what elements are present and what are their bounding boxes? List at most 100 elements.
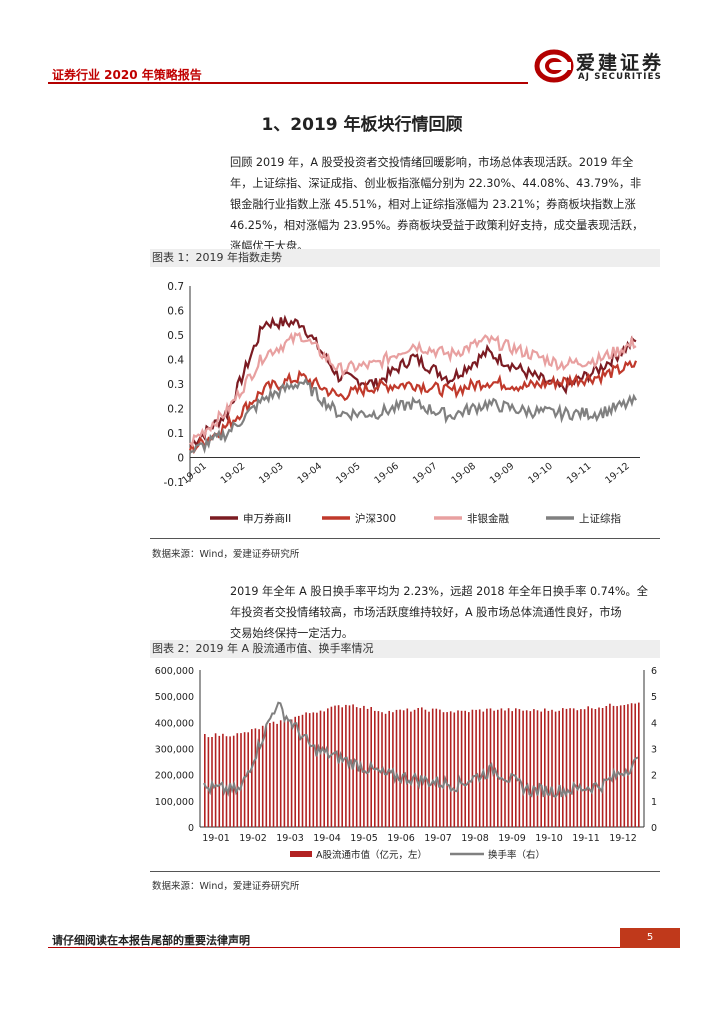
y-tick-label: 0.3 <box>167 379 184 391</box>
paragraph-2: 2019 年全年 A 股日换手率平均为 2.23%，远超 2018 年全年日换手… <box>230 581 660 644</box>
market-cap-bar <box>294 716 296 827</box>
market-cap-bar <box>214 733 217 827</box>
market-cap-bar <box>500 708 503 827</box>
legend-label: 换手率（右） <box>488 849 545 861</box>
market-cap-bar <box>276 723 278 827</box>
market-cap-bar <box>634 703 636 827</box>
market-cap-bar <box>435 708 438 827</box>
paragraph-line: 46.25%，相对涨幅为 23.95%。券商板块受益于政策利好支持，成交量表现活… <box>230 219 644 232</box>
market-cap-bar <box>576 710 579 827</box>
market-cap-bar <box>424 709 427 827</box>
x-tick-label: 19-10 <box>535 833 563 844</box>
market-cap-bar <box>489 708 492 827</box>
right-tick-label: 6 <box>651 666 657 677</box>
x-tick-label: 19-01 <box>202 833 230 844</box>
market-cap-bar <box>229 736 231 827</box>
market-cap-bar <box>540 711 542 827</box>
market-cap-bar <box>504 710 506 827</box>
left-tick-label: 400,000 <box>155 718 194 729</box>
logo-chinese-name: 爱建证券 <box>576 52 665 74</box>
market-cap-bar <box>446 712 448 827</box>
market-cap-bar <box>515 708 517 827</box>
legend-label: 非银金融 <box>467 512 509 525</box>
market-cap-bar <box>533 709 535 827</box>
market-cap-bar <box>337 705 340 827</box>
market-cap-bar <box>247 732 249 827</box>
legend-label: A股流通市值（亿元，左） <box>316 849 427 861</box>
market-cap-bar <box>301 714 304 827</box>
market-cap-bar <box>222 733 224 827</box>
x-tick-label: 19-03 <box>257 461 286 487</box>
market-cap-bar <box>623 705 626 827</box>
market-cap-bar <box>605 706 608 827</box>
x-tick-label: 19-04 <box>296 461 325 487</box>
x-tick-label: 19-06 <box>373 461 402 487</box>
market-cap-bar <box>207 737 210 827</box>
legend-label: 沪深300 <box>355 512 396 525</box>
market-cap-bar <box>323 711 325 827</box>
right-tick-label: 4 <box>651 718 657 729</box>
y-tick-label: 0.2 <box>167 404 184 416</box>
market-cap-bar <box>254 728 257 827</box>
figure-2-bottom-rule <box>150 871 660 872</box>
logo-english-name: AJ SECURITIES <box>578 72 662 82</box>
market-cap-bar <box>558 710 560 827</box>
market-cap-bar <box>225 736 228 827</box>
market-cap-bar <box>464 710 466 827</box>
market-cap-bar <box>580 709 582 827</box>
market-cap-bar <box>370 707 372 827</box>
x-tick-label: 19-08 <box>461 833 489 844</box>
x-tick-label: 19-06 <box>387 833 415 844</box>
series-line <box>189 377 637 454</box>
y-tick-label: 0 <box>177 453 184 465</box>
market-cap-bar <box>518 709 521 827</box>
left-tick-label: 500,000 <box>155 692 194 703</box>
y-tick-label: -0.1 <box>164 477 185 489</box>
market-cap-bar <box>591 708 593 827</box>
y-tick-label: 0.1 <box>167 428 184 440</box>
market-cap-bar <box>554 711 557 827</box>
figure-1-source: 数据来源：Wind，爱建证券研究所 <box>152 549 300 560</box>
market-cap-bar <box>290 719 293 827</box>
market-cap-bar <box>442 712 445 827</box>
y-tick-label: 0.7 <box>167 281 184 293</box>
paragraph-line: 回顾 2019 年，A 股受投资者交投情绪回暖影响，市场总体表现活跃。2019 … <box>230 156 634 169</box>
market-cap-bar <box>562 708 564 827</box>
x-tick-label: 19-01 <box>180 461 209 487</box>
report-header-title: 证券行业 2020 年策略报告 <box>52 68 202 82</box>
x-tick-label: 19-11 <box>572 833 600 844</box>
right-tick-label: 3 <box>651 745 657 756</box>
header-divider <box>48 82 528 84</box>
left-tick-label: 600,000 <box>155 666 194 677</box>
right-tick-label: 1 <box>651 797 657 808</box>
series-line <box>189 331 637 448</box>
figure-2-source: 数据来源：Wind，爱建证券研究所 <box>152 881 300 892</box>
market-cap-bar <box>312 712 315 827</box>
left-tick-label: 200,000 <box>155 771 194 782</box>
market-cap-bar <box>598 707 600 827</box>
market-cap-bar <box>279 720 282 827</box>
turnover-line <box>203 701 639 798</box>
market-cap-bar <box>619 705 622 827</box>
market-cap-bar <box>475 709 477 827</box>
market-cap-bar <box>236 733 239 827</box>
right-tick-label: 0 <box>651 823 657 834</box>
series-line <box>188 359 638 455</box>
market-cap-bar <box>402 710 405 827</box>
market-cap-bar <box>525 710 528 827</box>
market-cap-bar <box>327 708 329 827</box>
market-cap-bar <box>316 712 318 827</box>
market-cap-bar <box>493 710 495 827</box>
market-cap-bar <box>406 708 409 827</box>
x-tick-label: 19-09 <box>488 461 517 487</box>
market-cap-bar <box>204 734 206 827</box>
x-tick-label: 19-09 <box>498 833 526 844</box>
market-cap-bar <box>457 710 459 827</box>
x-tick-label: 19-12 <box>609 833 637 844</box>
market-cap-bar <box>507 708 510 827</box>
market-cap-bar <box>471 709 474 827</box>
market-cap-bar <box>428 711 430 827</box>
market-cap-bar <box>330 706 333 827</box>
market-cap-bar <box>261 725 264 827</box>
market-cap-bar <box>232 735 235 827</box>
